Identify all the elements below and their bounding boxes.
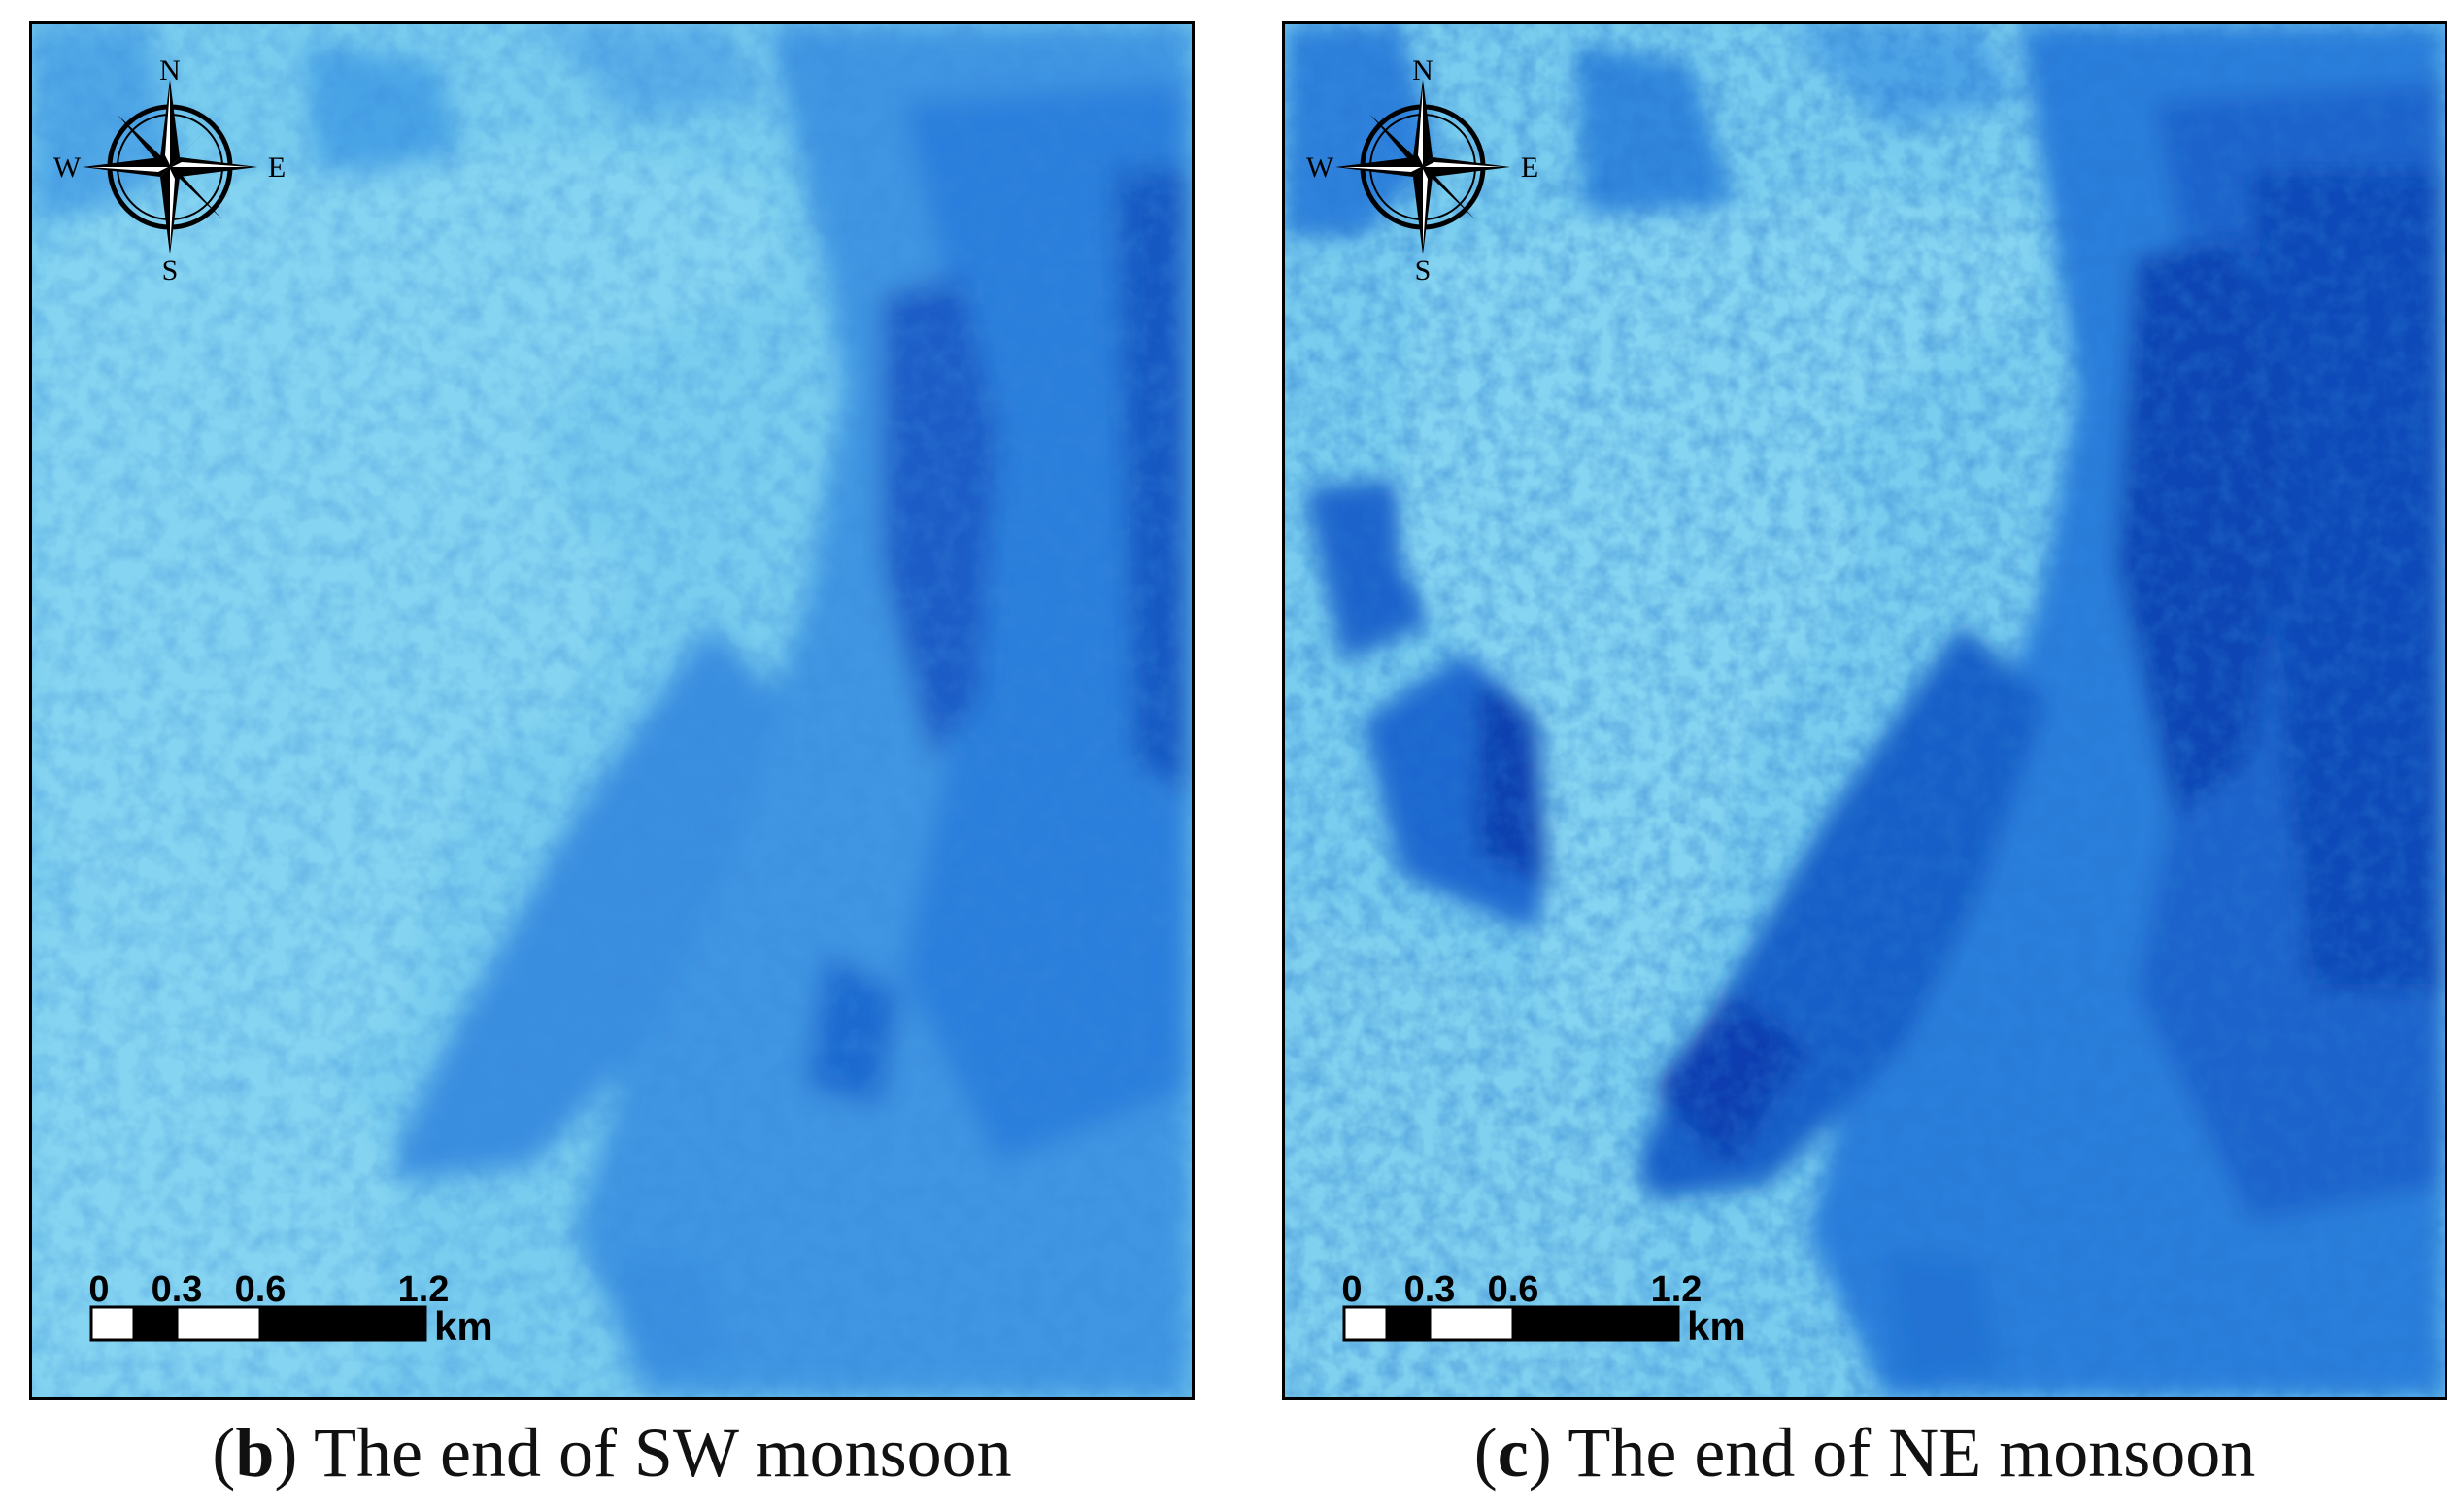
compass-rose-c: N S W E bbox=[1306, 54, 1538, 284]
compass-w: W bbox=[53, 151, 82, 184]
compass-s: S bbox=[1415, 254, 1432, 284]
scale-bar-c: 0 0.3 0.6 1.2 km bbox=[1341, 1269, 1746, 1349]
scale-tick-3: 1.2 bbox=[398, 1269, 450, 1310]
compass-n: N bbox=[1412, 54, 1433, 86]
compass-w: W bbox=[1306, 151, 1334, 184]
raster-map-b bbox=[32, 24, 1192, 1397]
compass-e: E bbox=[1521, 151, 1538, 184]
map-image-b bbox=[29, 21, 1195, 1400]
scale-tick-0: 0 bbox=[88, 1269, 109, 1310]
scale-tick-2: 0.6 bbox=[1488, 1269, 1539, 1310]
map-image-c bbox=[1282, 21, 2447, 1400]
compass-rose-b: N S W E bbox=[53, 54, 286, 284]
scale-unit: km bbox=[1687, 1303, 1746, 1349]
compass-n: N bbox=[159, 54, 181, 86]
map-panel-c: N S W E 0 0.3 0.6 1.2 km bbox=[1282, 21, 2447, 1400]
caption-c: (c) The end of NE monsoon bbox=[1473, 1414, 2256, 1492]
scale-tick-0: 0 bbox=[1341, 1269, 1362, 1310]
caption-b: (b) The end of SW monsoon bbox=[212, 1414, 1012, 1492]
scale-tick-1: 0.3 bbox=[1404, 1269, 1456, 1310]
scale-unit: km bbox=[434, 1303, 493, 1349]
scale-tick-2: 0.6 bbox=[235, 1269, 287, 1310]
scale-bar-b: 0 0.3 0.6 1.2 km bbox=[88, 1269, 493, 1349]
compass-s: S bbox=[162, 254, 179, 284]
compass-e: E bbox=[268, 151, 286, 184]
scale-tick-3: 1.2 bbox=[1651, 1269, 1703, 1310]
raster-map-c bbox=[1285, 24, 2445, 1397]
scale-tick-1: 0.3 bbox=[152, 1269, 203, 1310]
map-panel-b: N S W E 0 0.3 0.6 1.2 km bbox=[29, 21, 1195, 1400]
